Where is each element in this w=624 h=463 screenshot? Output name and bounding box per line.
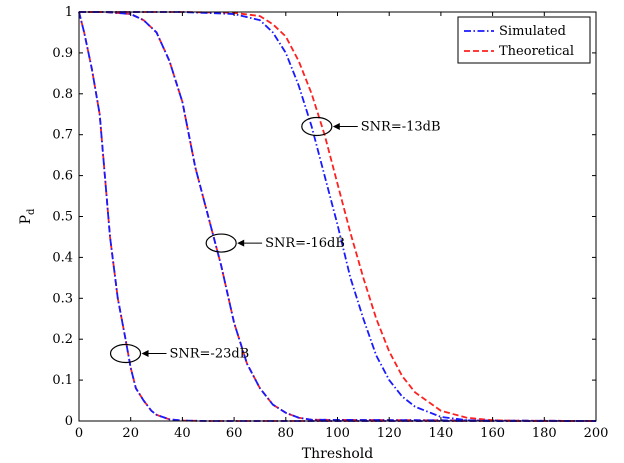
- legend-box: [457, 16, 591, 64]
- plot-frame: [78, 11, 597, 422]
- annotation-ellipse: [205, 233, 237, 253]
- y-tick-label: 0.2: [52, 332, 73, 347]
- x-tick-label: 180: [532, 426, 557, 441]
- y-tick-label: 0: [65, 414, 73, 429]
- legend-label-simulated: Simulated: [499, 24, 566, 39]
- y-tick-label: 0.8: [52, 87, 73, 102]
- annotation-arrowhead: [332, 123, 340, 131]
- series-simulated-line-1: [79, 11, 597, 422]
- y-tick-label: 0.1: [52, 373, 73, 388]
- annotation-label: SNR=-13dB: [361, 120, 441, 135]
- y-axis-label-subscript: d: [26, 208, 37, 215]
- x-tick-label: 200: [584, 426, 609, 441]
- annotations-layer: SNR=-13dB SNR=-16dB SNR=-23dB: [109, 116, 441, 364]
- curves-layer: [78, 11, 597, 422]
- series-theoretical-line-2: [79, 11, 596, 422]
- y-tick-label: 0.3: [52, 291, 73, 306]
- annotation-arrowhead: [237, 239, 245, 247]
- x-tick-label: 140: [428, 426, 453, 441]
- y-tick-label: 0.7: [52, 128, 73, 143]
- x-tick-label: 80: [278, 426, 295, 441]
- y-axis-label: Pd: [18, 208, 37, 224]
- x-tick-label: 0: [75, 426, 83, 441]
- x-tick-label: 120: [377, 426, 402, 441]
- x-tick-label: 40: [174, 426, 191, 441]
- y-tick-label: 1: [65, 5, 73, 20]
- y-tick-label: 0.9: [52, 46, 73, 61]
- series-simulated-line-2: [79, 11, 596, 422]
- annotation-label: SNR=-16dB: [265, 236, 345, 251]
- y-tick-label: 0.4: [52, 250, 73, 265]
- annotation-arrowhead: [141, 350, 149, 358]
- legend: Simulated Theoretical: [457, 16, 591, 64]
- x-tick-label: 60: [226, 426, 243, 441]
- annotation-ellipse: [109, 343, 142, 364]
- series-theoretical-line-0: [78, 11, 596, 422]
- x-tick-label: 100: [325, 426, 350, 441]
- annotation-ellipse: [301, 116, 333, 137]
- x-tick-label: 20: [122, 426, 139, 441]
- x-axis-label: Threshold: [302, 446, 373, 462]
- series-simulated-line-0: [78, 11, 596, 422]
- series-theoretical-line-1: [79, 11, 597, 422]
- y-tick-label: 0.6: [52, 169, 73, 184]
- y-tick-label: 0.5: [52, 210, 73, 225]
- y-axis-label-main: P: [18, 215, 34, 224]
- legend-label-theoretical: Theoretical: [499, 44, 574, 59]
- ticks-layer: 0 20 40 60 80 100 120 140 160 180 200 0 0.1 0.2 0.3 0.4…: [52, 5, 608, 441]
- annotation-label: SNR=-23dB: [169, 347, 249, 362]
- x-tick-label: 160: [480, 426, 505, 441]
